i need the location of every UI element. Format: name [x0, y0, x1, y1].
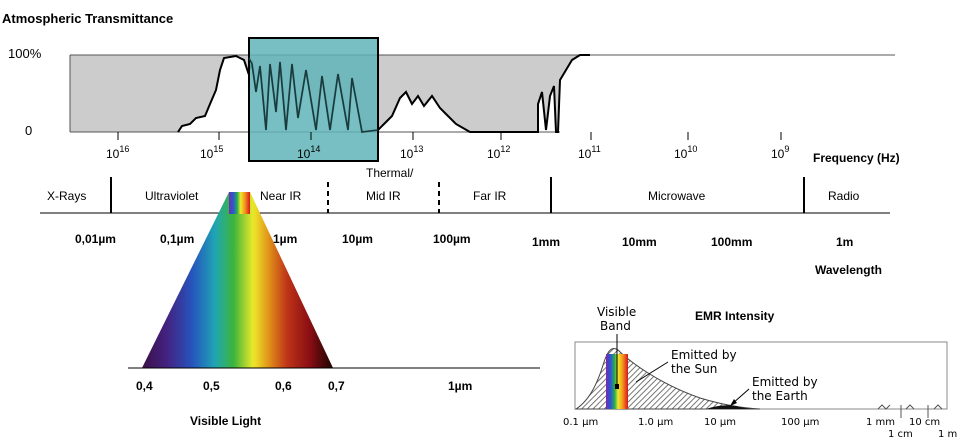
- earth-pointer-head: [730, 399, 737, 406]
- highlight-curve: [248, 57, 379, 133]
- band-ultraviolet: Ultraviolet: [145, 189, 199, 203]
- emr-tick-2: 10 µm: [704, 417, 736, 428]
- band-xrays: X-Rays: [47, 189, 86, 203]
- sun-label-1: Emitted by: [671, 348, 737, 362]
- emr-tick-1: 1.0 µm: [638, 417, 673, 428]
- y-label-0: 0: [25, 123, 32, 138]
- vis-tick-4: 1µm: [448, 379, 472, 393]
- earth-label-1: Emitted by: [752, 375, 818, 389]
- vis-tick-2: 0,6: [275, 379, 292, 393]
- earth-label-2: the Earth: [752, 389, 808, 403]
- wl-tick-3: 10µm: [342, 232, 373, 246]
- transmittance-right-white: [580, 55, 895, 132]
- emr-tick-4: 1 mm: [866, 417, 895, 428]
- freq-tick-3: 1013: [400, 144, 423, 161]
- visible-light-cone-shade: [142, 192, 333, 368]
- band-thermal: Thermal/: [366, 166, 414, 180]
- y-label-100: 100%: [8, 46, 42, 61]
- emr-tick-6: 1 cm: [888, 429, 913, 440]
- wl-tick-7: 100mm: [711, 235, 752, 249]
- emr-tick-0: 0.1 µm: [563, 417, 598, 428]
- visible-band-strip: [229, 192, 250, 214]
- visible-light-label: Visible Light: [190, 414, 261, 428]
- band-radio: Radio: [828, 189, 860, 203]
- emr-tick-3: 100 µm: [781, 417, 819, 428]
- wl-tick-4: 100µm: [433, 232, 471, 246]
- emr-axis-breaks: [877, 404, 943, 410]
- freq-tick-1: 1015: [200, 144, 223, 161]
- freq-tick-6: 1010: [674, 144, 697, 161]
- band-microwave: Microwave: [648, 189, 706, 203]
- visible-band-label-2: Band: [600, 319, 631, 333]
- emr-tick-5: 10 cm: [909, 417, 940, 428]
- visible-band-label-1: Visible: [597, 305, 636, 319]
- freq-tick-5: 1011: [578, 144, 601, 161]
- frequency-label: Frequency (Hz): [813, 151, 900, 165]
- sun-label-2: the Sun: [671, 362, 717, 376]
- wl-tick-1: 0,1µm: [160, 232, 194, 246]
- freq-tick-2: 1014: [297, 144, 320, 161]
- band-mid-ir: Mid IR: [366, 189, 401, 203]
- earth-emission-curve: [706, 405, 756, 409]
- sun-pointer: [635, 361, 669, 383]
- visible-band-pointer-head: [615, 384, 619, 389]
- vis-tick-3: 0,7: [328, 379, 345, 393]
- frequency-axis: 1016 1015 1014 1013 1012 1011 1010 109: [106, 132, 789, 161]
- freq-tick-0: 1016: [106, 144, 129, 161]
- emr-title: EMR Intensity: [695, 309, 775, 323]
- band-far-ir: Far IR: [473, 189, 507, 203]
- transmittance-title: Atmospheric Transmittance: [2, 11, 173, 26]
- wl-tick-6: 10mm: [622, 235, 657, 249]
- vis-tick-0: 0,4: [136, 379, 153, 393]
- wl-tick-0: 0,01µm: [75, 232, 116, 246]
- wl-tick-2: 1µm: [273, 232, 297, 246]
- wl-tick-8: 1m: [836, 235, 853, 249]
- freq-tick-4: 1012: [487, 144, 510, 161]
- wl-tick-5: 1mm: [532, 235, 560, 249]
- freq-tick-7: 109: [771, 144, 789, 161]
- vis-tick-1: 0,5: [203, 379, 220, 393]
- band-near-ir: Near IR: [260, 189, 302, 203]
- wavelength-label: Wavelength: [815, 263, 882, 277]
- emr-tick-7: 1 m: [938, 429, 957, 440]
